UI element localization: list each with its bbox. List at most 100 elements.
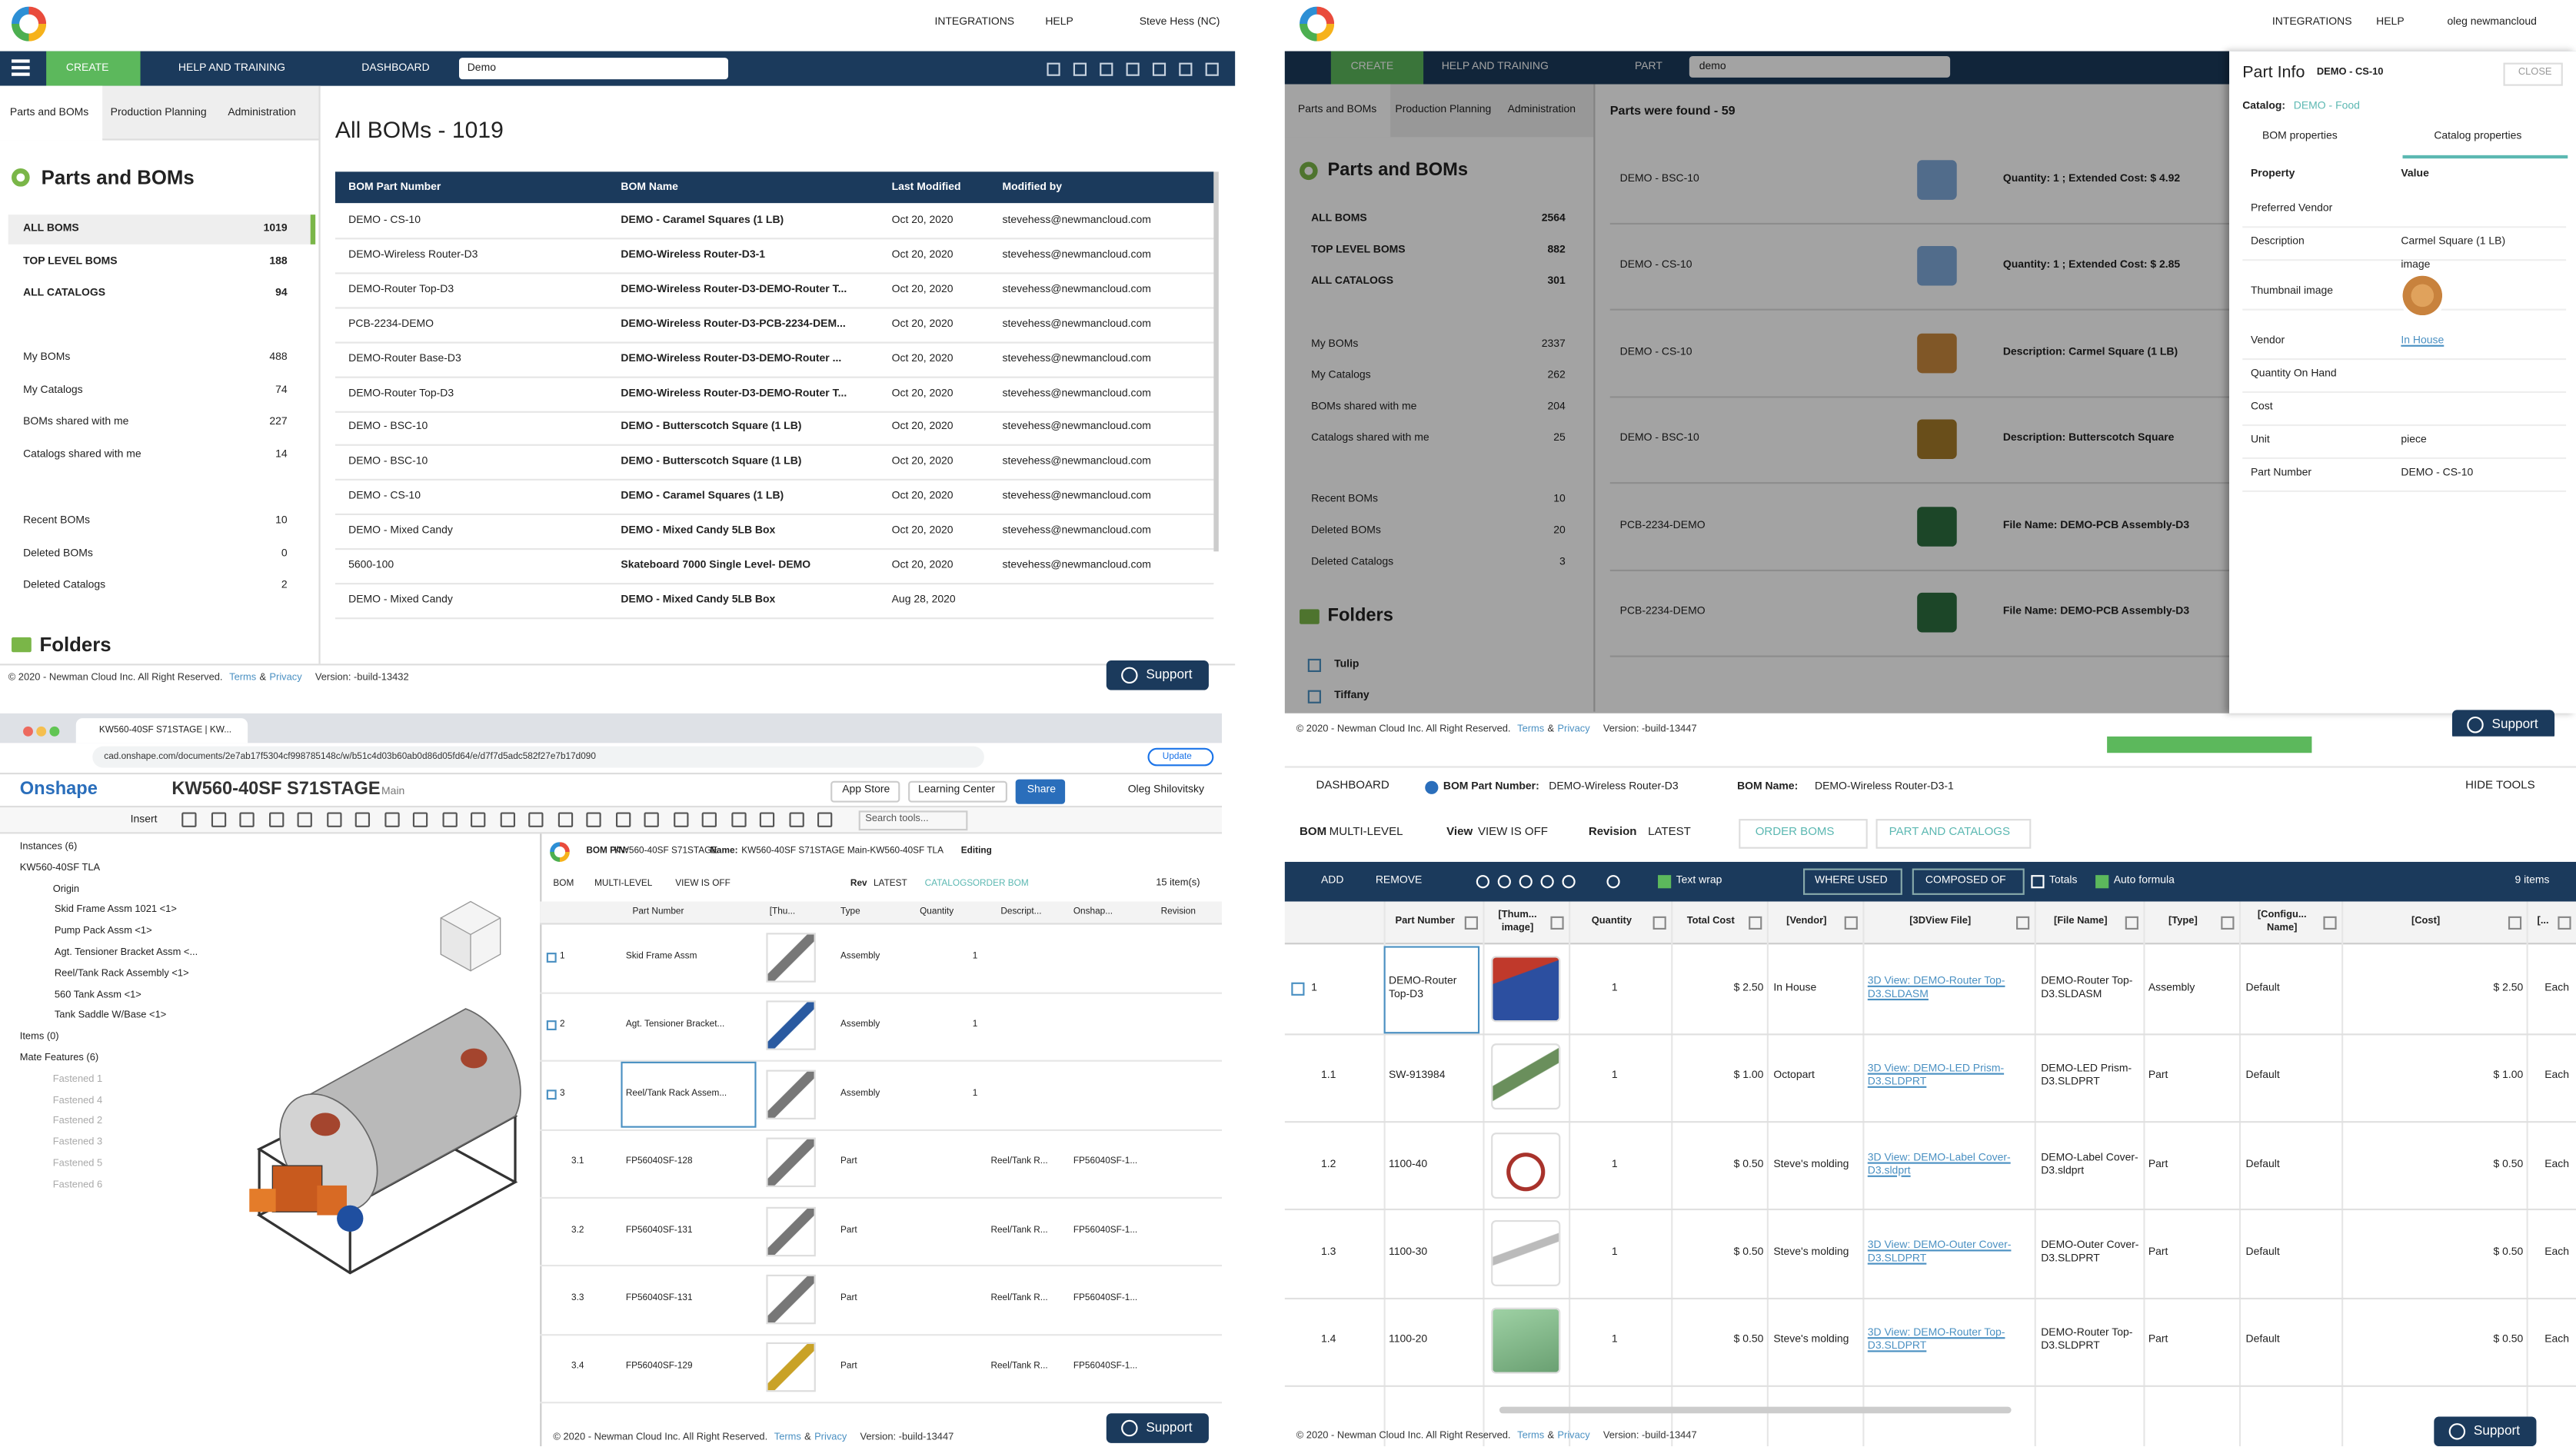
- bom-control[interactable]: ORDER BOM: [972, 879, 1029, 890]
- cad-tool-icon[interactable]: [412, 812, 428, 827]
- bom-control[interactable]: LATEST: [873, 879, 907, 890]
- sidebar-item[interactable]: BOMs shared with me: [23, 416, 129, 428]
- sidebar-item[interactable]: My Catalogs: [23, 384, 83, 396]
- cad-tool-icon[interactable]: [614, 812, 631, 827]
- result-part[interactable]: DEMO - BSC-10: [1619, 173, 1699, 185]
- support-label[interactable]: Support: [1146, 1419, 1193, 1435]
- top-nav-item[interactable]: INTEGRATIONS: [934, 16, 1015, 28]
- user-name[interactable]: Oleg Shilovitsky: [1127, 783, 1205, 796]
- tab[interactable]: Administration: [1507, 104, 1576, 116]
- tool-search[interactable]: [858, 810, 968, 831]
- cad-tool-icon[interactable]: [528, 812, 544, 827]
- table-cell[interactable]: DEMO - Butterscotch Square (1 LB): [621, 421, 802, 434]
- result-part[interactable]: DEMO - CS-10: [1619, 346, 1692, 358]
- table-cell[interactable]: 5600-100: [348, 559, 394, 571]
- feature-tree-item[interactable]: Fastened 1: [52, 1075, 103, 1085]
- feature-tree-item[interactable]: Reel/Tank Rack Assembly <1>: [54, 969, 189, 980]
- control-value[interactable]: LATEST: [1648, 827, 1691, 839]
- table-cell[interactable]: DEMO-Wireless Router-D3-PCB-2234-DEM...: [621, 318, 846, 330]
- sidebar-item[interactable]: Deleted BOMs: [1311, 524, 1381, 537]
- footer-terms[interactable]: Terms: [1517, 724, 1545, 735]
- feature-tree-item[interactable]: Pump Pack Assm <1>: [54, 926, 152, 937]
- sidebar-item[interactable]: Recent BOMs: [23, 514, 90, 527]
- order-label[interactable]: ORDER BOMS: [1755, 827, 1835, 839]
- column-header[interactable]: Type: [840, 907, 860, 918]
- footer-terms[interactable]: Terms: [774, 1432, 801, 1443]
- help-menu[interactable]: HELP AND TRAINING: [1441, 61, 1549, 73]
- dashboard-menu[interactable]: DASHBOARD: [361, 62, 430, 75]
- close-label[interactable]: CLOSE: [2518, 68, 2552, 78]
- toolbar-icon[interactable]: [1100, 62, 1113, 76]
- table-cell[interactable]: DEMO-Wireless Router-D3-DEMO-Router T...: [621, 387, 847, 399]
- support-button[interactable]: Support: [2434, 1416, 2537, 1447]
- composed-of[interactable]: COMPOSED OF: [1925, 875, 2006, 887]
- cad-tool-icon[interactable]: [210, 812, 226, 827]
- folder-item[interactable]: Tiffany: [1334, 690, 1370, 702]
- sidebar-item[interactable]: Deleted Catalogs: [23, 580, 106, 592]
- column-filter[interactable]: [1652, 916, 1666, 930]
- column-header[interactable]: Onshap...: [1073, 907, 1113, 918]
- feature-tree-item[interactable]: Agt. Tensioner Bracket Assm <...: [54, 948, 198, 959]
- cad-tool-icon[interactable]: [817, 812, 833, 827]
- column-filter[interactable]: [2125, 916, 2138, 930]
- footer-terms[interactable]: Terms: [1517, 1431, 1545, 1442]
- cad-tool-icon[interactable]: [384, 812, 399, 827]
- result-part[interactable]: PCB-2234-DEMO: [1619, 605, 1706, 618]
- order-button[interactable]: [1739, 819, 1868, 849]
- cad-tool-icon[interactable]: [181, 812, 197, 827]
- footer-privacy[interactable]: Privacy: [814, 1432, 847, 1443]
- control-value[interactable]: VIEW IS OFF: [1477, 827, 1548, 839]
- column-filter[interactable]: [2016, 916, 2030, 930]
- toolbar-icon[interactable]: [1497, 875, 1511, 889]
- column-filter[interactable]: [2221, 916, 2235, 930]
- table-cell[interactable]: DEMO - CS-10: [348, 491, 421, 503]
- tab[interactable]: Parts and BOMs: [1297, 104, 1377, 116]
- remove-button[interactable]: REMOVE: [1375, 875, 1423, 887]
- sidebar-item[interactable]: TOP LEVEL BOMS: [1311, 244, 1406, 256]
- table-cell[interactable]: DEMO - Mixed Candy: [348, 594, 453, 606]
- table-cell[interactable]: DEMO-Router Top-D3: [348, 387, 454, 399]
- column-filter[interactable]: [1844, 916, 1858, 930]
- column-header[interactable]: Quantity: [920, 907, 954, 918]
- create-label[interactable]: CREATE: [65, 62, 109, 75]
- support-button[interactable]: Support: [1106, 1413, 1209, 1443]
- table-cell[interactable]: DEMO-Wireless Router-D3-1: [621, 248, 766, 261]
- support-label[interactable]: Support: [1146, 667, 1193, 682]
- column-header[interactable]: Descript...: [1000, 907, 1042, 918]
- column-header[interactable]: BOM Part Number: [348, 181, 441, 194]
- update-label[interactable]: Update: [1162, 752, 1192, 763]
- hide-tools[interactable]: HIDE TOOLS: [2465, 780, 2535, 792]
- app-store-label[interactable]: App Store: [842, 783, 890, 796]
- table-cell[interactable]: PCB-2234-DEMO: [348, 318, 434, 330]
- toolbar-icon[interactable]: [1205, 62, 1219, 76]
- sidebar-item[interactable]: Catalogs shared with me: [23, 449, 141, 461]
- column-filter[interactable]: [1550, 916, 1564, 930]
- bom-control[interactable]: Rev: [850, 879, 867, 890]
- sidebar-item[interactable]: ALL CATALOGS: [23, 288, 106, 300]
- drawer-tab[interactable]: Catalog properties: [2434, 130, 2522, 142]
- table-cell[interactable]: DEMO-Router Top-D3: [348, 283, 454, 295]
- row-expander[interactable]: [546, 953, 557, 963]
- browser-tab-title[interactable]: KW560-40SF S71STAGE | KW...: [98, 725, 232, 736]
- feature-tree-item[interactable]: Items (0): [19, 1033, 59, 1043]
- sidebar-item[interactable]: TOP LEVEL BOMS: [23, 255, 118, 268]
- footer-terms[interactable]: Terms: [229, 674, 257, 684]
- feature-tree-item[interactable]: Fastened 6: [52, 1180, 103, 1191]
- toolbar-icon[interactable]: [1179, 62, 1193, 76]
- control-value[interactable]: MULTI-LEVEL: [1329, 827, 1403, 839]
- row-expander[interactable]: [546, 1089, 557, 1099]
- sidebar-item[interactable]: Catalogs shared with me: [1311, 432, 1429, 444]
- share-button[interactable]: [1015, 779, 1066, 804]
- catalog-link[interactable]: DEMO - Food: [2293, 100, 2360, 112]
- sidebar-item[interactable]: My BOMs: [1311, 338, 1359, 351]
- cad-tool-icon[interactable]: [586, 812, 601, 827]
- table-cell[interactable]: Skateboard 7000 Single Level- DEMO: [621, 559, 811, 571]
- table-cell[interactable]: DEMO - Caramel Squares (1 LB): [621, 491, 784, 503]
- table-cell[interactable]: DEMO-Router Base-D3: [348, 352, 461, 364]
- top-nav-item[interactable]: HELP: [1045, 16, 1073, 28]
- table-cell[interactable]: DEMO - Mixed Candy 5LB Box: [621, 524, 776, 537]
- top-nav-item[interactable]: INTEGRATIONS: [2271, 16, 2352, 28]
- tab[interactable]: Parts and BOMs: [9, 107, 89, 119]
- bom-control[interactable]: VIEW IS OFF: [675, 879, 731, 890]
- toolbar-icon[interactable]: [1562, 875, 1576, 889]
